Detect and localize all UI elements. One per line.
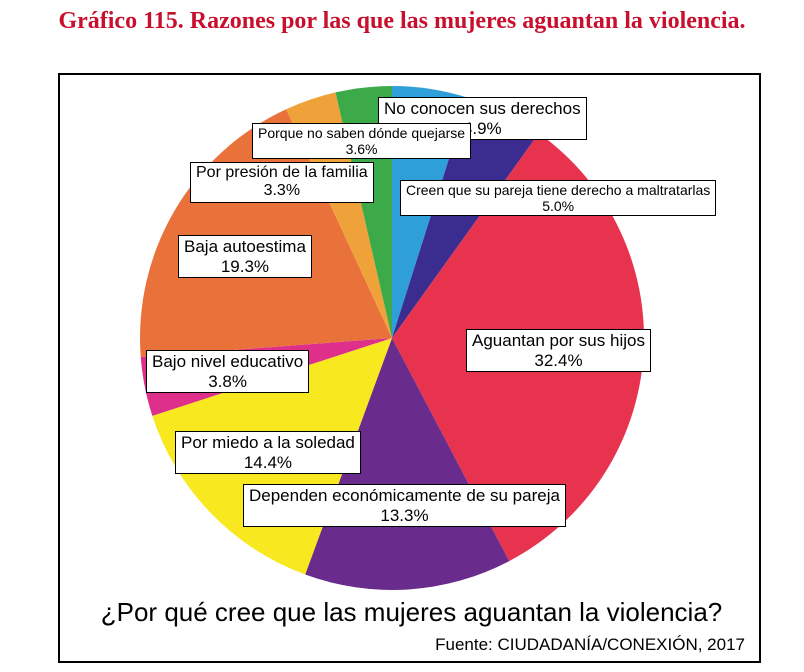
pie-slice-6 <box>140 109 392 357</box>
label-aguantan-hijos: Aguantan por sus hijos 32.4% <box>466 329 651 373</box>
label-bajo-nivel-educativo: Bajo nivel educativo 3.8% <box>146 350 310 394</box>
label-dependen-economicamente: Dependen económicamente de su pareja 13.… <box>243 484 566 528</box>
chart-source: Fuente: CIUDADANÍA/CONEXIÓN, 2017 <box>435 635 745 654</box>
label-miedo-soledad: Por miedo a la soledad 14.4% <box>175 431 361 475</box>
label-no-saben-quejarse: Porque no saben dónde quejarse 3.6% <box>252 123 472 160</box>
pie-slice-1 <box>392 97 539 338</box>
chart-question: ¿Por qué cree que las mujeres aguantan l… <box>100 597 723 627</box>
label-creen-pareja: Creen que su pareja tiene derecho a malt… <box>400 180 717 217</box>
label-presion-familia: Por presión de la familia 3.3% <box>190 162 374 203</box>
chart-title: Gráfico 115. Razones por las que las muj… <box>58 8 746 34</box>
label-baja-autoestima: Baja autoestima 19.3% <box>178 235 312 279</box>
chart-frame: No conocen sus derechos 4.9% Creen que s… <box>58 73 761 663</box>
